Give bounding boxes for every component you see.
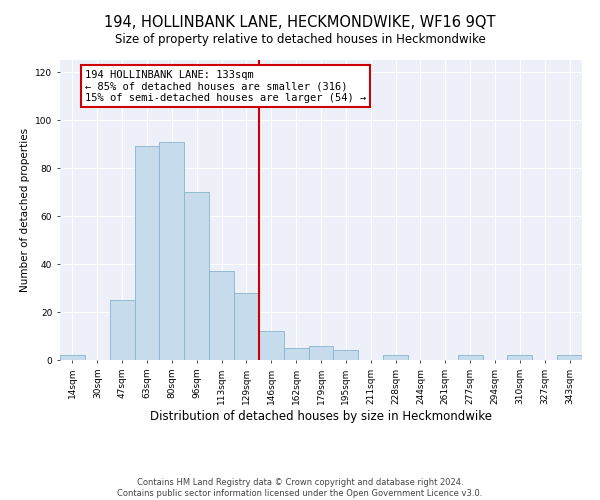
Bar (557, 355, 582, 360)
Bar (284, 348, 308, 360)
Bar (110, 300, 134, 360)
Bar (160, 142, 184, 360)
Text: Contains HM Land Registry data © Crown copyright and database right 2024.
Contai: Contains HM Land Registry data © Crown c… (118, 478, 482, 498)
Bar (259, 331, 284, 360)
Y-axis label: Number of detached properties: Number of detached properties (20, 128, 29, 292)
X-axis label: Distribution of detached houses by size in Heckmondwike: Distribution of detached houses by size … (150, 410, 492, 422)
Bar (60, 355, 85, 360)
Bar (209, 271, 234, 360)
Text: 194 HOLLINBANK LANE: 133sqm
← 85% of detached houses are smaller (316)
15% of se: 194 HOLLINBANK LANE: 133sqm ← 85% of det… (85, 70, 366, 103)
Bar (458, 355, 482, 360)
Bar (334, 350, 358, 360)
Bar (234, 293, 259, 360)
Bar (134, 146, 160, 360)
Bar (308, 346, 334, 360)
Text: 194, HOLLINBANK LANE, HECKMONDWIKE, WF16 9QT: 194, HOLLINBANK LANE, HECKMONDWIKE, WF16… (104, 15, 496, 30)
Text: Size of property relative to detached houses in Heckmondwike: Size of property relative to detached ho… (115, 32, 485, 46)
Bar (508, 355, 532, 360)
Bar (184, 192, 209, 360)
Bar (383, 355, 408, 360)
